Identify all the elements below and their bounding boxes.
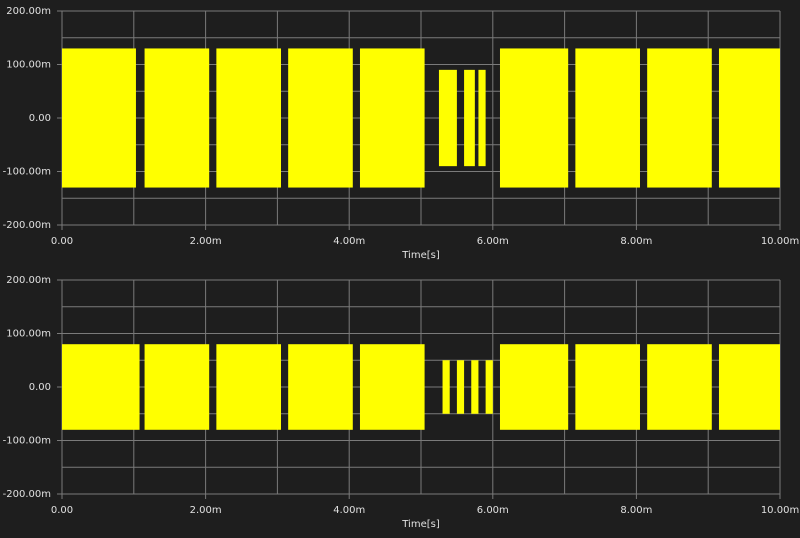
y-tick-label: 200.00m xyxy=(6,275,51,286)
signal-burst xyxy=(216,48,281,188)
signal-burst xyxy=(456,360,465,414)
signal-burst xyxy=(144,48,210,188)
signal-burst xyxy=(647,48,712,188)
signal-burst xyxy=(499,48,569,188)
signal-burst xyxy=(144,344,210,430)
x-tick-label: 6.00m xyxy=(477,236,509,247)
y-tick-label: 0.00 xyxy=(29,382,51,393)
signal-burst xyxy=(288,344,353,430)
y-tick-label: -100.00m xyxy=(3,436,51,447)
signal-burst xyxy=(478,69,486,167)
signal-burst xyxy=(575,344,640,430)
signal-burst xyxy=(718,48,780,188)
signal-burst xyxy=(471,360,479,414)
signal-burst xyxy=(359,344,425,430)
y-tick-label: 100.00m xyxy=(6,329,51,340)
signal-burst xyxy=(718,344,780,430)
signal-burst xyxy=(485,360,493,414)
x-axis-label: Time[s] xyxy=(401,519,440,530)
y-tick-label: -200.00m xyxy=(3,220,51,231)
y-tick-label: 0.00 xyxy=(29,113,51,124)
x-tick-label: 4.00m xyxy=(333,236,365,247)
signal-burst xyxy=(575,48,640,188)
x-tick-label: 6.00m xyxy=(477,505,509,516)
x-tick-label: 2.00m xyxy=(190,236,222,247)
signal-burst xyxy=(62,344,140,430)
signal-burst xyxy=(442,360,450,414)
signal-burst xyxy=(288,48,353,188)
x-tick-label: 10.00m xyxy=(761,236,799,247)
x-tick-label: 4.00m xyxy=(333,505,365,516)
x-tick-label: 8.00m xyxy=(620,505,652,516)
x-tick-label: 8.00m xyxy=(620,236,652,247)
x-tick-label: 2.00m xyxy=(190,505,222,516)
x-tick-label: 0.00 xyxy=(51,236,73,247)
y-tick-label: 100.00m xyxy=(6,60,51,71)
y-tick-label: 200.00m xyxy=(6,6,51,17)
signal-burst xyxy=(464,69,475,167)
signal-burst xyxy=(62,48,136,188)
signal-burst xyxy=(499,344,569,430)
signal-burst xyxy=(359,48,425,188)
x-axis-label: Time[s] xyxy=(401,250,440,261)
y-tick-label: -100.00m xyxy=(3,167,51,178)
x-tick-label: 10.00m xyxy=(761,505,799,516)
signal-burst xyxy=(647,344,712,430)
signal-burst xyxy=(216,344,281,430)
signal-burst xyxy=(438,69,457,167)
y-tick-label: -200.00m xyxy=(3,489,51,500)
x-tick-label: 0.00 xyxy=(51,505,73,516)
